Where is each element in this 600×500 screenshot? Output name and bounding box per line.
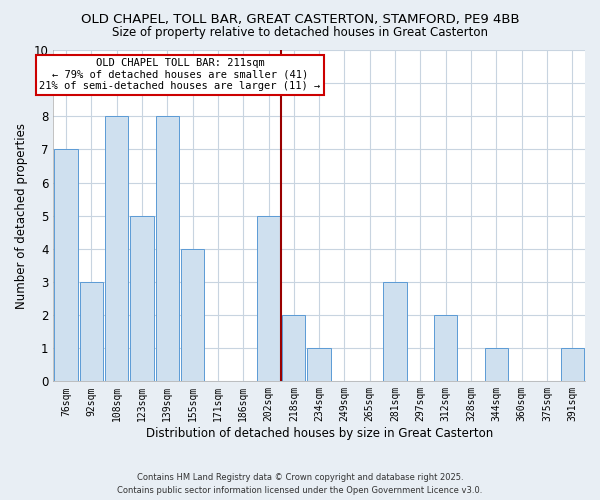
Bar <box>105 116 128 382</box>
Bar <box>55 150 77 382</box>
Bar <box>560 348 584 382</box>
Text: OLD CHAPEL, TOLL BAR, GREAT CASTERTON, STAMFORD, PE9 4BB: OLD CHAPEL, TOLL BAR, GREAT CASTERTON, S… <box>80 12 520 26</box>
Bar <box>307 348 331 382</box>
Text: Contains HM Land Registry data © Crown copyright and database right 2025.
Contai: Contains HM Land Registry data © Crown c… <box>118 473 482 495</box>
Y-axis label: Number of detached properties: Number of detached properties <box>15 122 28 308</box>
Bar <box>80 282 103 382</box>
Bar <box>434 315 457 382</box>
Text: OLD CHAPEL TOLL BAR: 211sqm
← 79% of detached houses are smaller (41)
21% of sem: OLD CHAPEL TOLL BAR: 211sqm ← 79% of det… <box>39 58 320 92</box>
Bar <box>257 216 280 382</box>
Bar <box>282 315 305 382</box>
Bar <box>383 282 407 382</box>
Text: Size of property relative to detached houses in Great Casterton: Size of property relative to detached ho… <box>112 26 488 39</box>
Bar <box>485 348 508 382</box>
X-axis label: Distribution of detached houses by size in Great Casterton: Distribution of detached houses by size … <box>146 427 493 440</box>
Bar <box>155 116 179 382</box>
Bar <box>130 216 154 382</box>
Bar <box>181 249 204 382</box>
